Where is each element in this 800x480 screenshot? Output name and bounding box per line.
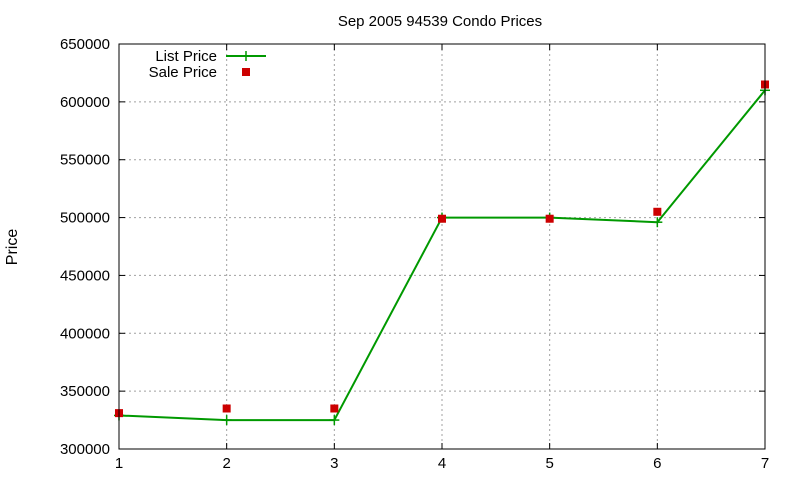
y-tick-label-400000: 400000	[60, 325, 110, 342]
sale-price-point-5	[545, 214, 554, 223]
y-tick-label-550000: 550000	[60, 152, 110, 169]
list-price-point-3	[329, 415, 340, 426]
sale-price-point-4	[438, 214, 446, 223]
list-price-point-6	[652, 217, 663, 228]
list-price-point-2	[221, 415, 232, 426]
chart-series	[114, 80, 770, 426]
chart-title: Sep 2005 94539 Condo Prices	[338, 13, 542, 30]
legend-marker-sale-price	[242, 68, 250, 76]
legend: List Price Sale Price	[149, 48, 266, 81]
legend-marker-list-price	[241, 51, 251, 61]
y-tick-label-650000: 650000	[60, 36, 110, 53]
x-tick-label-5: 5	[545, 455, 553, 472]
plot-frame	[118, 43, 766, 450]
x-tick-label-2: 2	[222, 455, 230, 472]
y-tick-label-500000: 500000	[60, 210, 110, 227]
x-tick-label-6: 6	[653, 455, 661, 472]
grid-lines	[119, 44, 765, 449]
sale-price-point-6	[653, 207, 662, 216]
sale-price-point-3	[330, 404, 339, 413]
x-tick-label-3: 3	[330, 455, 338, 472]
legend-label-list-price: List Price	[155, 48, 217, 65]
y-tick-label-450000: 450000	[60, 267, 110, 284]
x-tick-label-1: 1	[115, 455, 123, 472]
y-tick-label-600000: 600000	[60, 94, 110, 111]
sale-price-point-2	[222, 404, 231, 413]
y-tick-label-350000: 350000	[60, 383, 110, 400]
y-tick-label-300000: 300000	[60, 441, 110, 458]
x-tick-label-4: 4	[438, 455, 446, 472]
legend-label-sale-price: Sale Price	[149, 64, 217, 81]
x-tick-label-7: 7	[761, 455, 769, 472]
axis-tick-labels: 1 2 3 4 5 6 7 300000 350000 400000 450000 500000 550…	[60, 36, 769, 472]
y-axis-label: Price	[4, 229, 21, 266]
